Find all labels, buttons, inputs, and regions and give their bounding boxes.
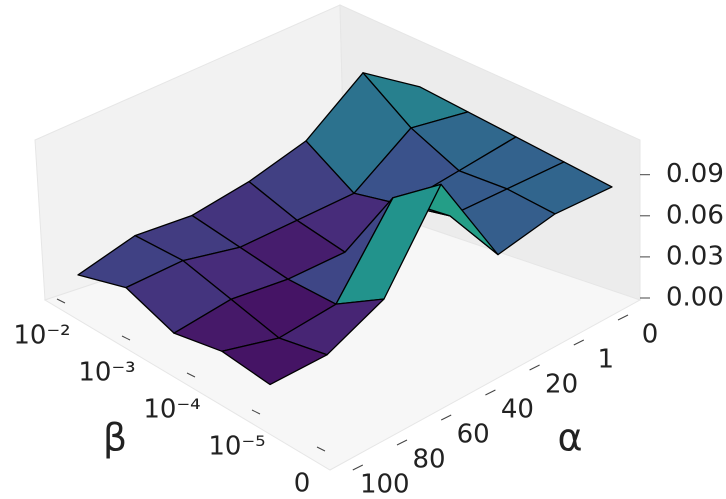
x-tick-label: 60 <box>457 420 490 450</box>
y-tick-label: 10⁻⁴ <box>143 395 200 425</box>
x-tick-label: 1 <box>598 345 615 375</box>
y-tick <box>251 409 261 415</box>
x-tick <box>396 439 408 446</box>
z-tick-label: 0.00 <box>666 283 724 313</box>
z-tick-label: 0.03 <box>666 241 724 271</box>
y-tick-label: 10⁻³ <box>78 358 135 388</box>
x-tick-label: 100 <box>360 470 410 499</box>
x-tick <box>485 389 496 396</box>
z-tick-label: 0.06 <box>666 200 724 230</box>
surface-face <box>221 337 328 386</box>
y-tick <box>316 446 326 452</box>
x-axis-label: α <box>557 416 582 460</box>
x-tick <box>352 464 364 471</box>
y-tick <box>56 298 66 304</box>
x-tick-label: 20 <box>545 370 578 400</box>
z-tick-label: 0.09 <box>666 159 724 189</box>
x-tick-label: 0 <box>642 320 659 350</box>
y-tick-label: 10⁻⁵ <box>208 432 265 462</box>
y-axis-label: β <box>103 416 127 460</box>
y-tick <box>186 372 196 378</box>
x-tick <box>617 314 629 321</box>
x-tick-label: 80 <box>412 445 445 475</box>
y-tick-label: 10⁻² <box>13 321 70 351</box>
y-tick <box>121 335 131 341</box>
x-tick-label: 40 <box>501 395 534 425</box>
x-tick <box>440 414 452 421</box>
x-tick <box>573 339 585 346</box>
y-tick-label: 0 <box>294 469 311 499</box>
x-tick <box>529 364 540 371</box>
